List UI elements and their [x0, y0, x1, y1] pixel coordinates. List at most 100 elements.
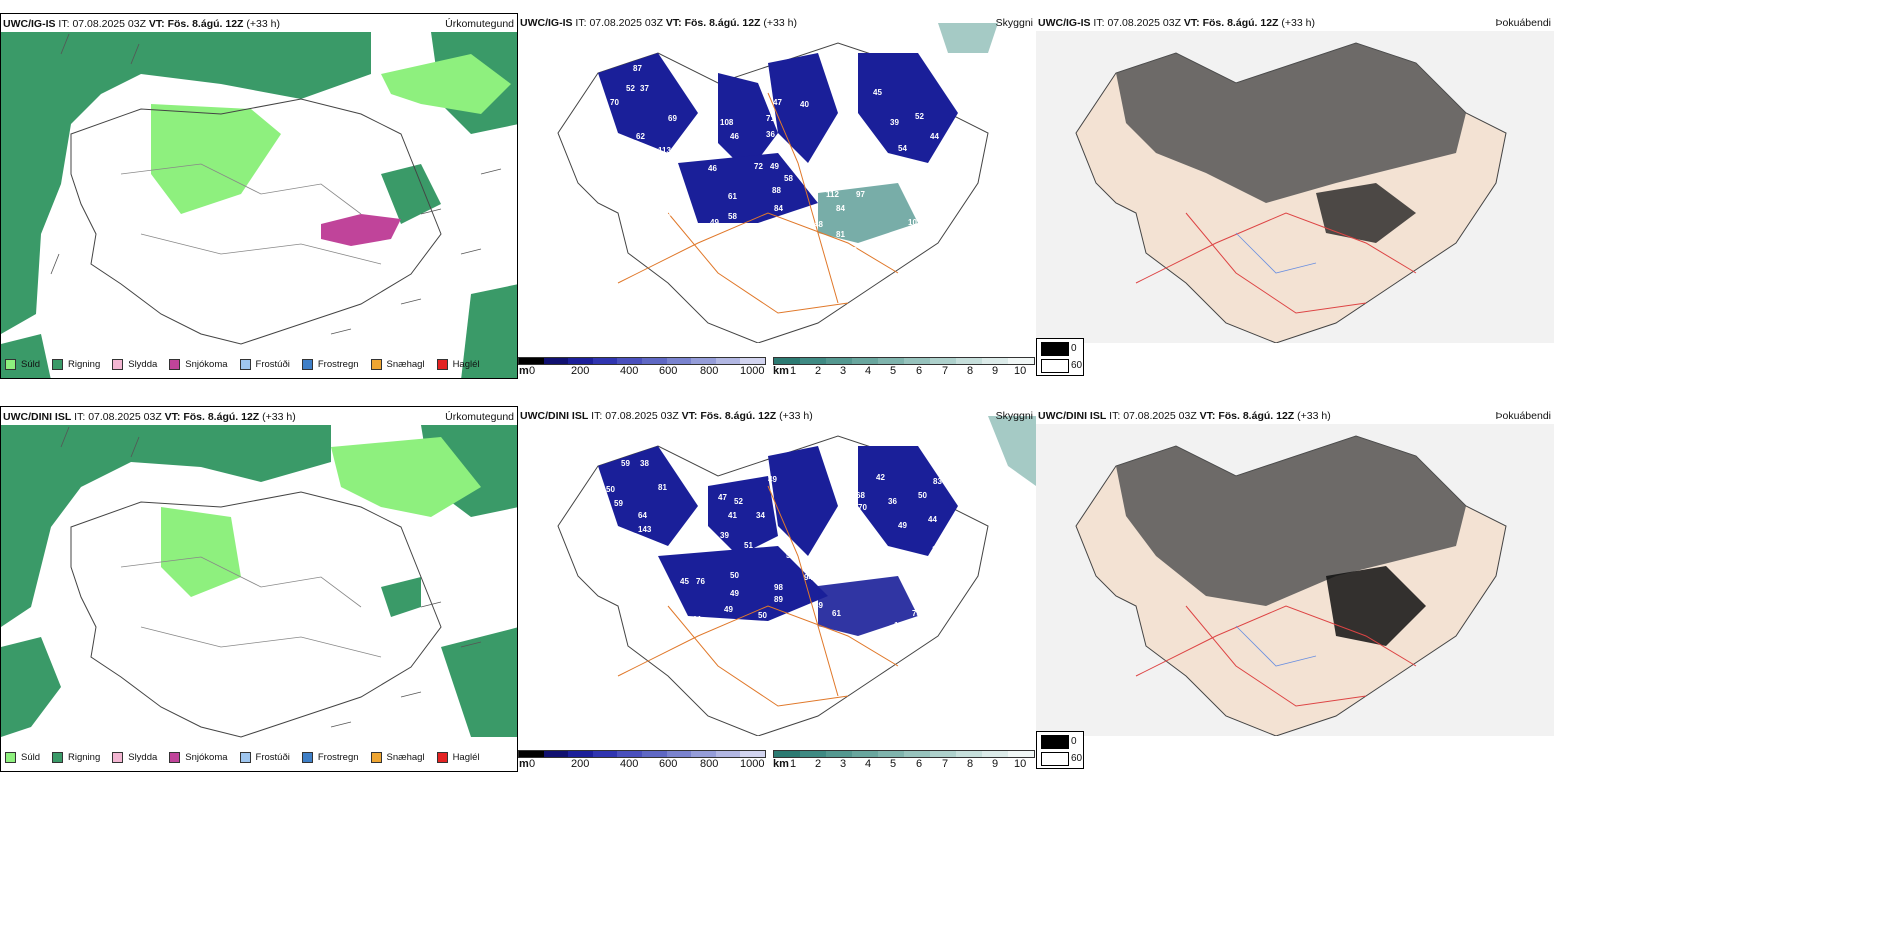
fog-legend-label: 60	[1071, 360, 1083, 371]
valid-label: VT:	[148, 18, 165, 30]
colorbar-bin	[956, 751, 982, 757]
cloud-label: 52	[786, 551, 795, 560]
colorbar-bin	[852, 358, 878, 364]
cloud-label: 31	[593, 109, 602, 118]
cloud-label: 52	[915, 112, 924, 121]
cloud-label: 54	[898, 144, 907, 153]
cloud-label: 52	[848, 246, 857, 255]
cloud-label: 46	[708, 164, 717, 173]
cloud-label: 143	[638, 525, 652, 534]
cloud-label: 112	[826, 190, 839, 199]
model-name: UWC/IG-IS	[1038, 17, 1091, 29]
cloud-label: 44	[930, 132, 939, 141]
vis-tick: 5	[890, 758, 897, 770]
cloud-label: 50	[758, 611, 767, 620]
cloud-label: 49	[770, 162, 779, 171]
cloud-label: 61	[728, 192, 737, 201]
vis-tick: 9	[992, 365, 999, 377]
valid-time: Fös. 8.ágú. 12Z	[684, 17, 761, 29]
legend-item: Rigning	[52, 752, 100, 763]
vis-tick: 8	[967, 365, 974, 377]
cloud-label: 39	[720, 531, 729, 540]
cloud-label: 69	[668, 114, 677, 123]
cloud-label: 58	[784, 174, 793, 183]
panel-header: UWC/IG-IS IT: 07.08.2025 03Z VT: Fös. 8.…	[1038, 17, 1315, 29]
valid-time: Fös. 8.ágú. 12Z	[1202, 17, 1279, 29]
precip-legend: Súld Rigning Slydda Snjókoma Frostúði Fr…	[5, 752, 492, 763]
legend-label: Frostregn	[317, 359, 359, 370]
init-time: 07.08.2025 03Z	[1107, 17, 1181, 29]
cloud-label: 127	[894, 621, 908, 630]
legend-item: Frostregn	[301, 359, 359, 370]
colorbar-bin	[641, 751, 667, 757]
skyggni-title: Skyggni	[995, 17, 1033, 29]
colorbar-bin	[592, 751, 618, 757]
colorbar-bin	[691, 358, 716, 364]
valid-label: VT:	[1199, 410, 1216, 422]
cloud-label: 87	[633, 64, 642, 73]
cloud-tick: 0	[529, 758, 536, 770]
legend-item: Súld	[5, 359, 40, 370]
colorbar-bin	[930, 751, 956, 757]
legend-label: Frostregn	[317, 752, 359, 763]
legend-label: Snæhagl	[386, 752, 425, 763]
legend-swatch	[169, 752, 181, 763]
cloud-label: 72	[754, 162, 763, 171]
cloud-label: 46	[730, 132, 739, 141]
fog-legend: 0 60	[1036, 338, 1084, 376]
cloud-tick: 0	[529, 365, 536, 377]
cloud-label: 59	[621, 459, 630, 468]
cloud-label: 12	[932, 545, 941, 554]
model-name: UWC/IG-IS	[520, 17, 573, 29]
colorbar-bin	[800, 358, 826, 364]
cloud-label: 59	[614, 499, 623, 508]
colorbar-bin	[956, 358, 982, 364]
vis-tick: 6	[916, 758, 923, 770]
skyggni-title: Skyggni	[995, 410, 1033, 422]
legend-swatch	[239, 359, 251, 370]
cloud-label: 89	[774, 595, 783, 604]
init-label: IT:	[1093, 17, 1105, 29]
colorbar-bin	[878, 358, 904, 364]
cloud-label: 49	[768, 475, 777, 484]
vis-tick: 10	[1014, 758, 1027, 770]
fog-panel-top: UWC/IG-IS IT: 07.08.2025 03Z VT: Fös. 8.…	[1036, 13, 1554, 379]
cloud-label: 49	[730, 589, 739, 598]
colorbar-bin	[800, 751, 826, 757]
cloud-label: 50	[606, 485, 615, 494]
init-time: 07.08.2025 03Z	[589, 17, 663, 29]
legend-swatch	[5, 359, 16, 370]
valid-time: Fös. 8.ágú. 12Z	[1218, 410, 1295, 422]
cloud-label: 36	[766, 130, 775, 139]
legend-swatch	[370, 752, 382, 763]
panel-header: UWC/DINI ISL IT: 07.08.2025 03Z VT: Fös.…	[3, 411, 296, 423]
vis-tick: 2	[815, 365, 822, 377]
vis-tick: 10	[1014, 365, 1027, 377]
valid-time: Fös. 8.ágú. 12Z	[700, 410, 777, 422]
cloud-label: 88	[772, 186, 781, 195]
panel-title: Þokuábendi	[1495, 410, 1551, 422]
vis-tick: 8	[967, 758, 974, 770]
colorbar-bin	[774, 358, 800, 364]
legend-item: Snjókoma	[169, 359, 228, 370]
cloud-label: 104	[668, 631, 682, 640]
cloud-label: 34	[838, 465, 847, 474]
visibility-colorbar	[773, 750, 1035, 758]
vis-tick: 4	[865, 365, 872, 377]
cloud-label: 83	[933, 477, 942, 486]
colorbar-bin	[568, 358, 593, 364]
cloud-base-colorbar	[518, 750, 766, 758]
vis-tick: 1	[790, 758, 797, 770]
cloud-label: 58	[728, 212, 737, 221]
init-time: 07.08.2025 03Z	[72, 18, 146, 30]
legend-label: Rigning	[68, 359, 101, 370]
vis-tick: 4	[865, 758, 872, 770]
colorbar-bin	[878, 751, 904, 757]
legend-item: Slydda	[112, 359, 157, 370]
init-label: IT:	[591, 410, 603, 422]
cloud-label: 52	[734, 497, 743, 506]
fog-legend-label: 0	[1071, 343, 1077, 354]
cloud-map-top: 87 52 37 70 31 10 69 108 47 40 45 71 52 …	[557, 23, 998, 343]
legend-swatch	[436, 359, 448, 370]
cloud-tick: 200	[571, 758, 590, 770]
